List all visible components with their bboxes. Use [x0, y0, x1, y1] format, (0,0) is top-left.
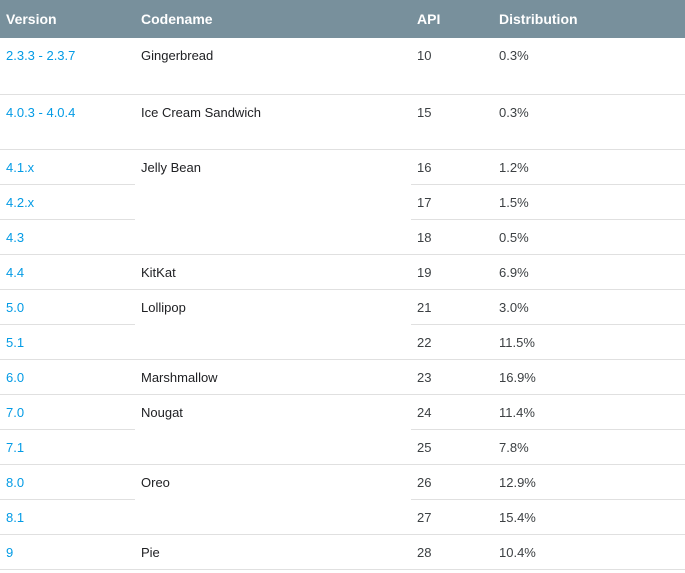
api-cell: 28	[411, 534, 493, 570]
table-row: 9 Pie 28 10.4%	[0, 534, 685, 570]
distribution-cell: 0.3%	[493, 94, 685, 150]
version-cell: 8.0	[0, 464, 135, 500]
distribution-cell: 7.8%	[493, 429, 685, 465]
version-link[interactable]: 4.1.x	[6, 159, 35, 175]
distribution-cell: 0.3%	[493, 38, 685, 95]
codename-cell: Gingerbread	[135, 38, 411, 95]
api-cell: 16	[411, 149, 493, 185]
distribution-cell: 12.9%	[493, 464, 685, 500]
codename-cell: Pie	[135, 534, 411, 570]
version-link[interactable]: 4.3	[6, 229, 25, 245]
api-cell: 23	[411, 359, 493, 395]
version-cell: 4.2.x	[0, 184, 135, 220]
api-cell: 21	[411, 289, 493, 325]
header-api: API	[411, 0, 493, 38]
version-link[interactable]: 8.1	[6, 509, 25, 525]
distribution-cell: 15.4%	[493, 499, 685, 535]
version-cell: 8.1	[0, 499, 135, 535]
distribution-cell: 11.4%	[493, 394, 685, 430]
version-link[interactable]: 4.0.3 - 4.0.4	[6, 104, 76, 120]
distribution-cell: 11.5%	[493, 324, 685, 360]
version-link[interactable]: 7.1	[6, 439, 25, 455]
distribution-cell: 1.5%	[493, 184, 685, 220]
version-cell: 4.0.3 - 4.0.4	[0, 94, 135, 150]
version-link[interactable]: 8.0	[6, 474, 25, 490]
table-row: 4.1.x Jelly Bean 16 1.2%	[0, 149, 685, 255]
table-row: 8.1 27 15.4%	[0, 499, 685, 535]
version-cell: 5.0	[0, 289, 135, 325]
header-version: Version	[0, 0, 135, 38]
table-row: 8.0 Oreo 26 12.9%	[0, 464, 685, 535]
api-cell: 25	[411, 429, 493, 465]
version-link[interactable]: 5.0	[6, 299, 25, 315]
header-distribution: Distribution	[493, 0, 685, 38]
version-link[interactable]: 4.4	[6, 264, 25, 280]
version-link[interactable]: 7.0	[6, 404, 25, 420]
codename-cell: Ice Cream Sandwich	[135, 94, 411, 150]
distribution-cell: 3.0%	[493, 289, 685, 325]
api-cell: 26	[411, 464, 493, 500]
version-link[interactable]: 6.0	[6, 369, 25, 385]
table-row: 2.3.3 - 2.3.7 Gingerbread 10 0.3%	[0, 38, 685, 95]
api-cell: 27	[411, 499, 493, 535]
distribution-cell: 10.4%	[493, 534, 685, 570]
version-cell: 7.1	[0, 429, 135, 465]
api-cell: 24	[411, 394, 493, 430]
version-cell: 9	[0, 534, 135, 570]
api-cell: 15	[411, 94, 493, 150]
table-row: 5.0 Lollipop 21 3.0%	[0, 289, 685, 360]
distribution-cell: 16.9%	[493, 359, 685, 395]
table-header-row: Version Codename API Distribution	[0, 0, 685, 38]
version-cell: 6.0	[0, 359, 135, 395]
codename-cell: Marshmallow	[135, 359, 411, 395]
table-row: 4.4 KitKat 19 6.9%	[0, 254, 685, 290]
api-cell: 10	[411, 38, 493, 95]
version-cell: 4.3	[0, 219, 135, 255]
version-cell: 7.0	[0, 394, 135, 430]
version-link[interactable]: 9	[6, 544, 14, 560]
distribution-cell: 1.2%	[493, 149, 685, 185]
version-cell: 2.3.3 - 2.3.7	[0, 38, 135, 95]
codename-cell: KitKat	[135, 254, 411, 290]
codename-cell: Nougat	[135, 394, 411, 465]
version-link[interactable]: 4.2.x	[6, 194, 35, 210]
api-cell: 18	[411, 219, 493, 255]
header-codename: Codename	[135, 0, 411, 38]
table-row: 5.1 22 11.5%	[0, 324, 685, 360]
table-row: 6.0 Marshmallow 23 16.9%	[0, 359, 685, 395]
version-link[interactable]: 2.3.3 - 2.3.7	[6, 48, 76, 63]
codename-cell: Lollipop	[135, 289, 411, 360]
table-row: 4.0.3 - 4.0.4 Ice Cream Sandwich 15 0.3%	[0, 94, 685, 150]
version-link[interactable]: 5.1	[6, 334, 25, 350]
distribution-cell: 6.9%	[493, 254, 685, 290]
table-row: 7.1 25 7.8%	[0, 429, 685, 465]
api-cell: 22	[411, 324, 493, 360]
version-cell: 4.1.x	[0, 149, 135, 185]
table-row: 4.2.x 17 1.5%	[0, 184, 685, 220]
table-row: 4.3 18 0.5%	[0, 219, 685, 255]
api-cell: 17	[411, 184, 493, 220]
version-cell: 5.1	[0, 324, 135, 360]
distribution-cell: 0.5%	[493, 219, 685, 255]
api-cell: 19	[411, 254, 493, 290]
codename-cell: Oreo	[135, 464, 411, 535]
table-row: 7.0 Nougat 24 11.4%	[0, 394, 685, 465]
version-cell: 4.4	[0, 254, 135, 290]
codename-cell: Jelly Bean	[135, 149, 411, 255]
